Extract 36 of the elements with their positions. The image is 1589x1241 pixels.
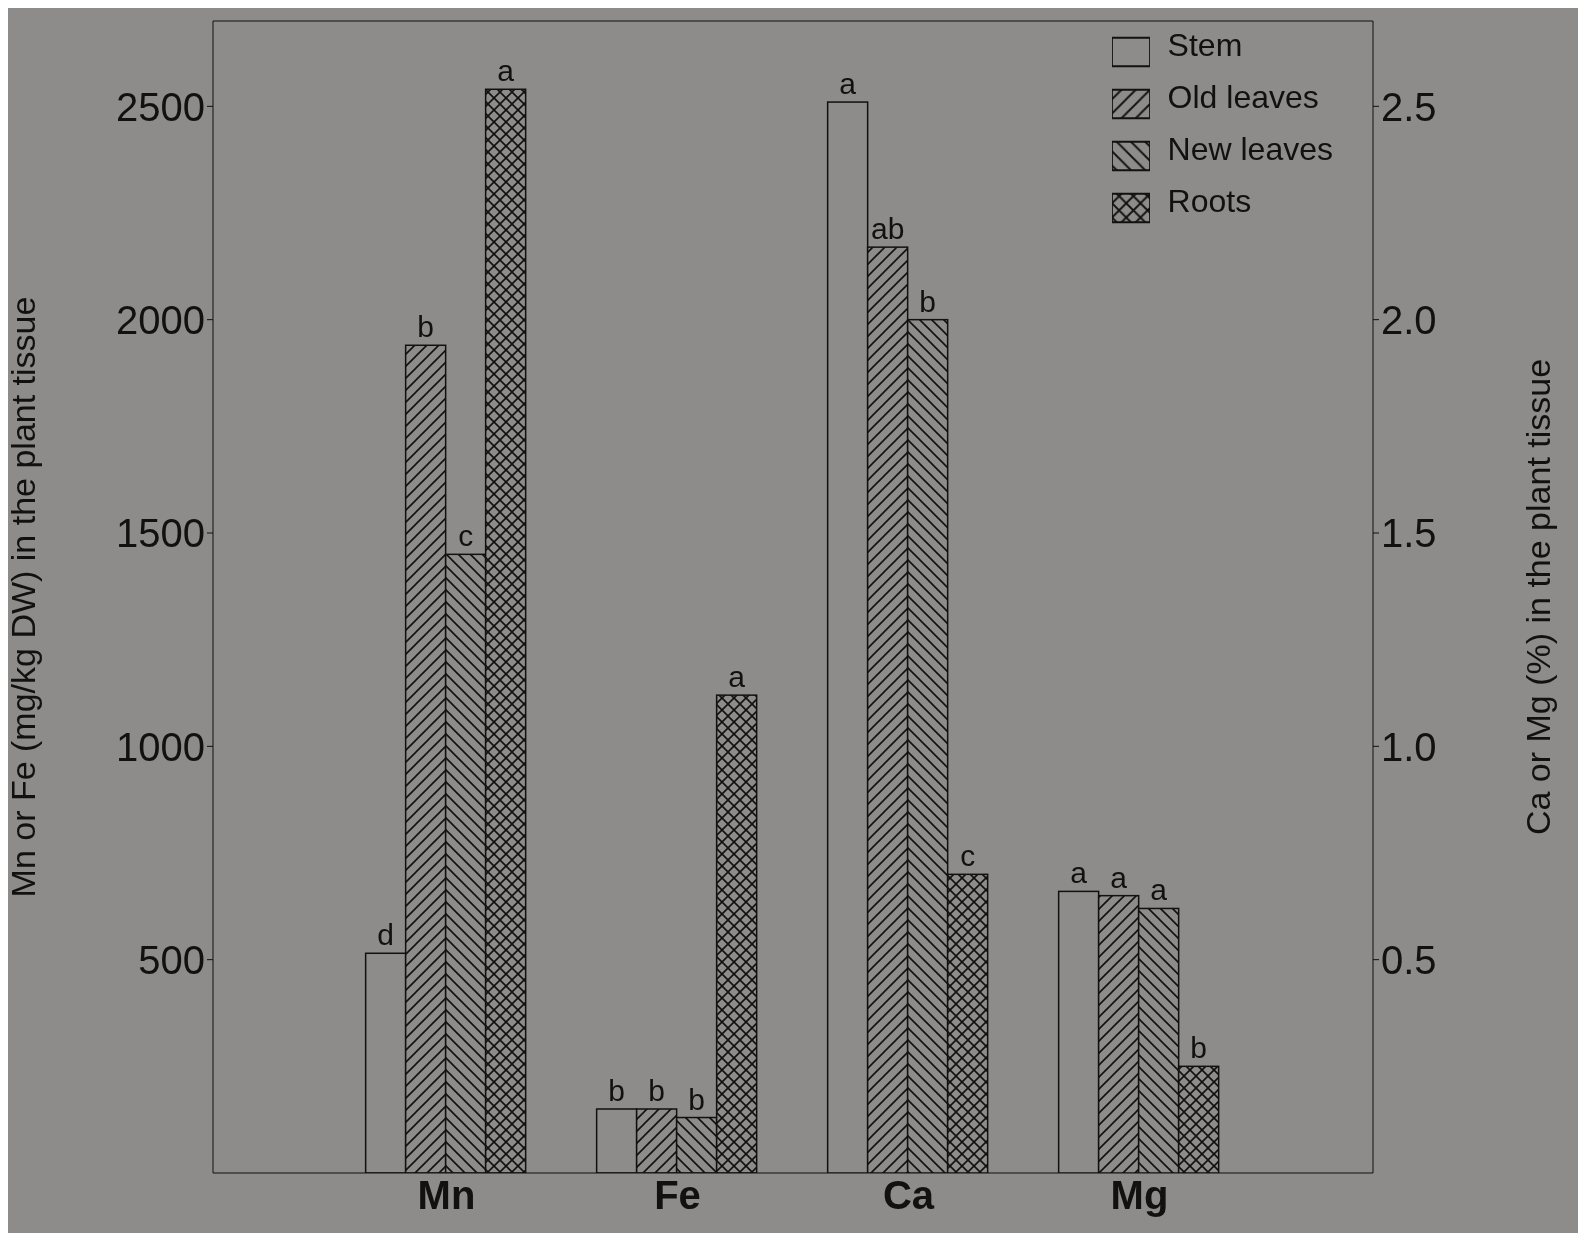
y-tick-label: 2000 [116,297,205,342]
y2-tick-label: 1.5 [1381,511,1437,556]
annotation: ab [870,212,905,246]
annotation: a [497,54,515,88]
annotation: a [1150,873,1168,907]
annotation: d [377,918,394,952]
y2-axis-title: Ca or Mg (%) in the plant tissue [1519,358,1558,836]
annotation: b [1190,1031,1207,1065]
legend-label: Roots [1167,183,1252,219]
y-tick-label: 2500 [116,84,205,129]
annotation: c [458,519,474,553]
x-tick-label: Mg [1110,1173,1169,1218]
y-tick-label: 1500 [116,511,205,556]
y2-tick-label: 2.5 [1381,84,1437,129]
y2-tick-label: 2.0 [1381,297,1437,342]
y2-tick-label: 0.5 [1381,937,1437,982]
legend-label: New leaves [1167,131,1333,167]
y-axis-title: Mn or Fe (mg/kg DW) in the plant tissue [4,296,43,898]
annotation: a [1110,860,1128,894]
legend-label: Stem [1167,27,1243,63]
y-tick-label: 1000 [116,724,205,769]
annotation: a [1070,856,1088,890]
legend-label: Old leaves [1167,79,1319,115]
y2-tick-label: 1.0 [1381,724,1437,769]
annotation: a [839,67,857,101]
x-tick-label: Fe [654,1173,701,1218]
annotation: b [919,284,936,318]
x-tick-label: Ca [882,1173,935,1218]
y-tick-label: 500 [138,937,205,982]
x-tick-label: Mn [417,1173,476,1218]
annotation: b [417,310,434,344]
annotation: b [608,1074,625,1107]
annotation: b [688,1082,705,1116]
annotation: c [960,839,976,873]
annotation: a [728,660,746,694]
annotation: b [648,1074,665,1107]
